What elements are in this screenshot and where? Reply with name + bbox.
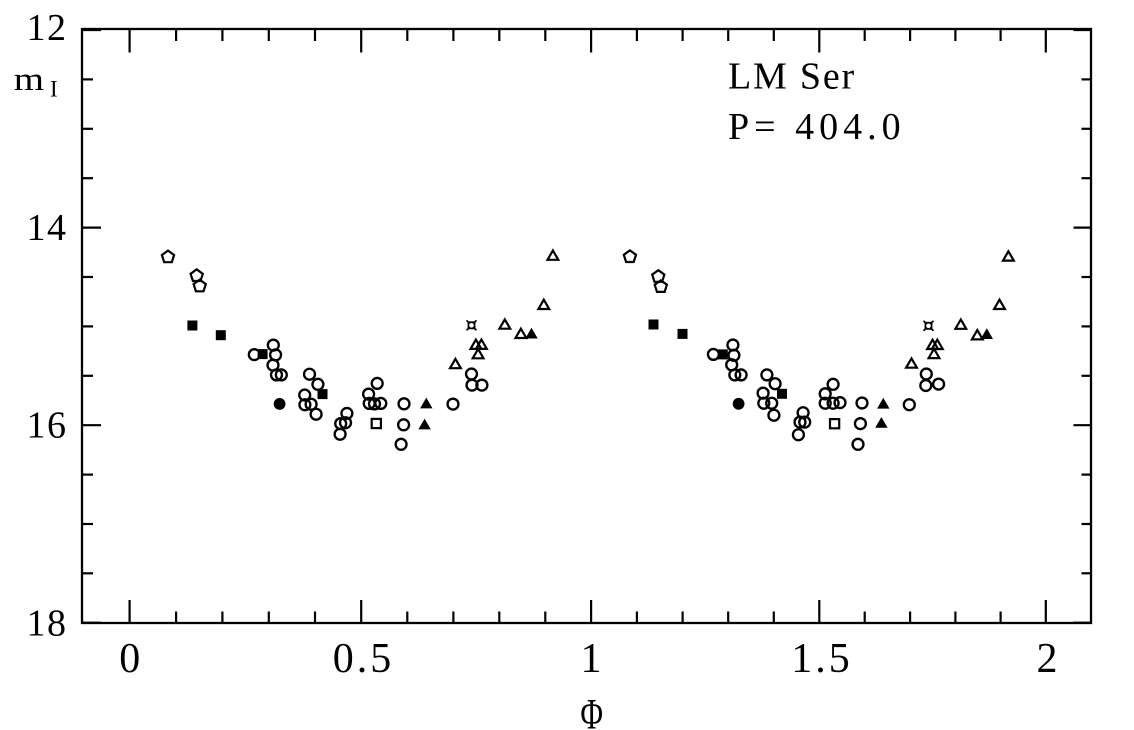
svg-text:0: 0 (119, 636, 143, 682)
svg-text:0.5: 0.5 (333, 636, 395, 682)
svg-text:16: 16 (27, 405, 68, 447)
svg-text:12: 12 (27, 7, 68, 49)
svg-text:18: 18 (27, 603, 68, 645)
svg-text:m: m (14, 61, 44, 98)
svg-text:1: 1 (581, 636, 605, 682)
svg-text:2: 2 (1037, 636, 1061, 682)
svg-text:14: 14 (27, 207, 68, 249)
svg-text:I: I (50, 76, 58, 101)
svg-text:P= 404.0: P= 404.0 (728, 106, 906, 148)
svg-text:1.5: 1.5 (791, 636, 853, 682)
svg-text:LM Ser: LM Ser (728, 56, 856, 98)
svg-text:Φ: Φ (580, 692, 603, 730)
